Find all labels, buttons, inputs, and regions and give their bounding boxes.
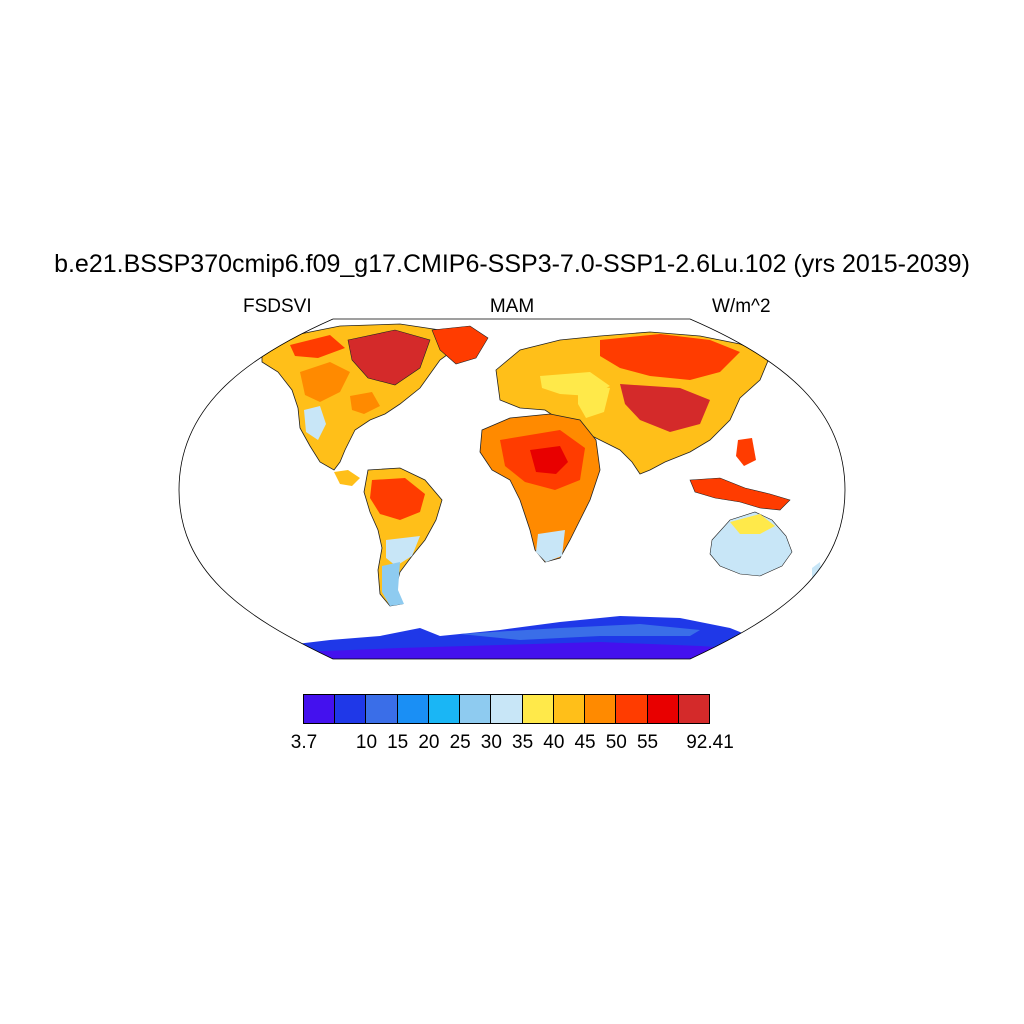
colorbar-label: 10	[355, 732, 378, 753]
colorbar-box	[490, 694, 523, 724]
colorbar-box	[552, 694, 586, 724]
colorbar-box	[677, 694, 710, 724]
units-label: W/m^2	[712, 296, 771, 317]
colorbar-label: 15	[387, 732, 409, 753]
variable-label: FSDSVI	[243, 296, 312, 317]
colorbar-label: 92.41	[686, 732, 734, 753]
antarctica	[260, 616, 760, 659]
colorbar-label: 50	[605, 732, 627, 753]
colorbar	[303, 694, 710, 724]
colorbar-label: 40	[543, 732, 565, 753]
north-america	[261, 323, 489, 486]
colorbar-label: 30	[480, 732, 502, 753]
colorbar-label: 45	[574, 732, 596, 753]
south-america	[363, 467, 443, 607]
colorbar-box	[396, 694, 429, 724]
colorbar-label: 20	[418, 732, 440, 753]
colorbar-box	[521, 694, 554, 724]
colorbar-box	[615, 694, 648, 724]
colorbar-box	[303, 694, 336, 724]
colorbar-box	[646, 694, 679, 724]
australia	[709, 511, 822, 580]
colorbar-label: 3.7	[290, 732, 318, 753]
colorbar-label: 35	[512, 732, 534, 753]
season-label: MAM	[489, 296, 535, 317]
colorbar-box	[459, 694, 492, 724]
colorbar-box	[365, 694, 398, 724]
indonesia	[689, 438, 791, 511]
colorbar-box	[584, 694, 617, 724]
eurasia-africa	[479, 331, 771, 563]
colorbar-label: 55	[636, 732, 659, 753]
colorbar-box	[427, 694, 461, 724]
plot-title: b.e21.BSSP370cmip6.f09_g17.CMIP6-SSP3-7.…	[54, 250, 970, 278]
colorbar-label: 25	[449, 732, 471, 753]
colorbar-box	[334, 694, 367, 724]
globe-outline	[178, 318, 846, 660]
